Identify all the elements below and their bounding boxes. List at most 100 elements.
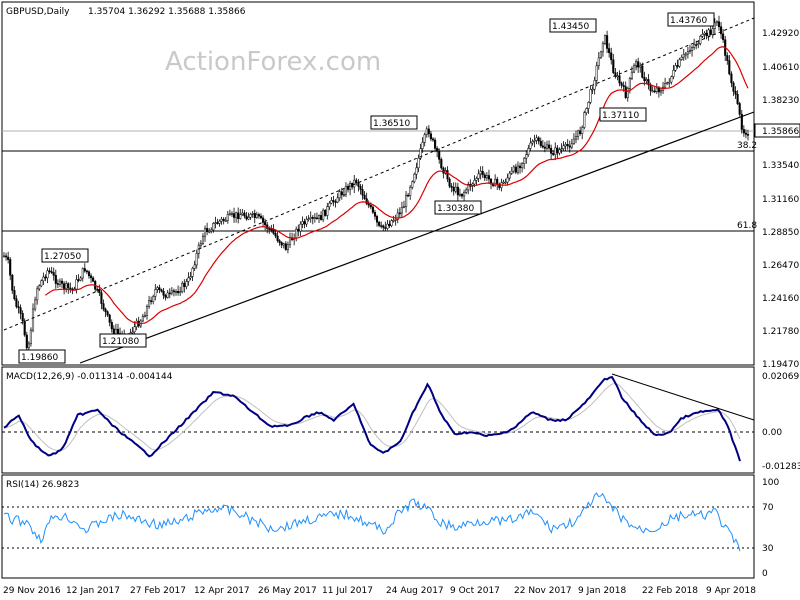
candle-body — [693, 44, 696, 48]
candle-body — [587, 102, 590, 109]
y-tick-label: 1.28850 — [762, 228, 799, 238]
candle-body — [160, 289, 163, 292]
candle-body — [740, 113, 743, 130]
candle-body — [427, 128, 430, 135]
candle-body — [112, 328, 115, 335]
candle-body — [170, 290, 173, 294]
candle-body — [421, 142, 424, 149]
price-axis: 1.42920 1.40610 1.38230 1.35866 1.33540 … — [754, 29, 800, 370]
candle-body — [599, 51, 602, 59]
candle-body — [259, 215, 263, 219]
candle-body — [632, 65, 636, 73]
candle-body — [512, 166, 515, 172]
candle-body — [232, 213, 236, 218]
candle-body — [732, 82, 735, 92]
x-tick-label: 22 Feb 2018 — [642, 586, 698, 596]
candle-body — [276, 235, 279, 241]
candle-body — [286, 244, 289, 250]
candle-body — [230, 213, 234, 215]
annotation-box — [99, 333, 147, 348]
y-tick-label: 1.42920 — [762, 29, 799, 39]
candle-body — [527, 148, 530, 155]
candle-body — [301, 221, 304, 225]
candle-body — [251, 213, 254, 215]
candle-body — [154, 289, 157, 297]
candle-body — [699, 36, 702, 44]
candle-body — [682, 53, 685, 58]
candle-body — [487, 175, 490, 180]
candle-body — [562, 145, 565, 149]
candle-body — [628, 78, 631, 89]
candle-body — [564, 144, 567, 147]
candle-body — [581, 127, 584, 134]
candle-body — [707, 29, 710, 37]
candle-body — [34, 299, 37, 310]
candle-body — [133, 326, 136, 333]
candle-body — [456, 186, 459, 196]
candle-body — [419, 148, 422, 159]
candle-body — [624, 86, 627, 98]
macd-tick-zero: 0.00 — [762, 428, 782, 438]
candle-body — [556, 147, 559, 154]
candle-body — [577, 130, 580, 137]
candle-body — [375, 216, 379, 223]
candle-body — [89, 275, 93, 279]
macd-tick-top: 0.020693 — [762, 372, 800, 382]
candle-body — [398, 212, 401, 215]
candle-body — [726, 55, 729, 61]
candle-body — [280, 242, 283, 246]
candle-body — [506, 177, 509, 183]
candle-body — [463, 192, 466, 197]
candle-body — [409, 187, 412, 196]
candle-body — [717, 21, 721, 28]
annotation-box — [41, 248, 89, 263]
candle-body — [533, 140, 536, 142]
candle-body — [85, 270, 88, 273]
candle-body — [514, 166, 517, 173]
candle-body — [603, 35, 607, 44]
candle-body — [83, 268, 86, 272]
candle-body — [610, 52, 613, 61]
candle-body — [516, 165, 520, 173]
candle-body — [311, 217, 314, 219]
candle-body — [547, 144, 551, 149]
candle-body — [388, 223, 391, 226]
candle-body — [148, 300, 151, 307]
candle-body — [674, 65, 677, 71]
candle-body — [405, 194, 408, 207]
macd-panel-frame — [1, 366, 755, 474]
candle-body — [52, 272, 55, 276]
candle-body — [166, 292, 169, 298]
candle-body — [392, 219, 395, 222]
candle-body — [102, 303, 105, 310]
candle-body — [537, 137, 540, 142]
candle-body — [342, 194, 345, 196]
candle-body — [407, 194, 410, 197]
candle-body — [715, 21, 718, 24]
candle-body — [396, 212, 399, 220]
x-tick-label: 11 Jul 2017 — [322, 586, 373, 596]
candle-body — [58, 280, 62, 285]
candle-body — [390, 220, 393, 226]
candle-body — [626, 88, 629, 98]
candle-body — [618, 75, 621, 84]
candle-body — [222, 218, 225, 221]
candle-body — [210, 229, 213, 232]
candle-body — [523, 157, 526, 164]
candle-body — [315, 217, 318, 219]
candle-body — [131, 331, 134, 334]
candle-body — [525, 154, 528, 159]
candle-body — [69, 287, 72, 290]
last-price-label: 1.35866 — [762, 127, 799, 137]
candle-body — [543, 146, 546, 149]
annotation-1-37110: 1.37110 — [602, 111, 639, 121]
macd-signal-line — [3, 383, 741, 451]
candle-body — [688, 50, 692, 52]
candle-body — [672, 69, 675, 78]
candle-body — [570, 143, 573, 148]
candle-body — [438, 151, 441, 160]
candle-body — [145, 306, 149, 316]
y-tick-label: 1.21780 — [762, 327, 799, 337]
y-tick-label: 1.26470 — [762, 261, 799, 271]
candle-body — [539, 140, 542, 146]
